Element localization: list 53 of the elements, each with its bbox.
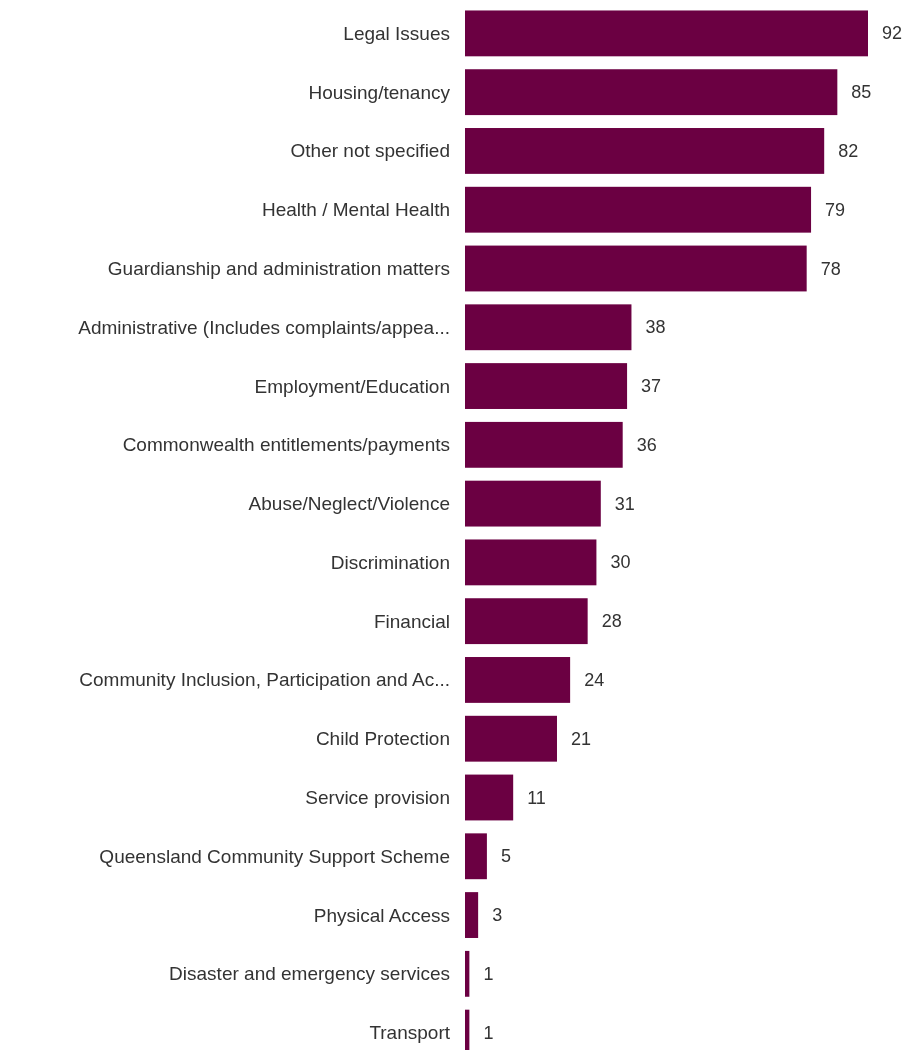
data-label: 21 bbox=[570, 728, 592, 749]
data-label: 92 bbox=[882, 23, 903, 44]
bar bbox=[465, 10, 868, 57]
bar bbox=[465, 657, 571, 703]
y-tick-label: Financial bbox=[373, 610, 450, 632]
bar bbox=[465, 950, 470, 997]
bar bbox=[465, 539, 597, 586]
data-label: 36 bbox=[636, 434, 657, 455]
bar bbox=[465, 833, 487, 880]
y-tick-label: Housing/tenancy bbox=[308, 81, 451, 103]
data-label: 5 bbox=[500, 846, 511, 867]
data-label: 30 bbox=[610, 552, 631, 573]
y-tick-label: Community Inclusion, Participation and Ac... bbox=[79, 669, 450, 691]
data-label: 1 bbox=[483, 963, 494, 984]
y-tick-label: Discrimination bbox=[330, 551, 450, 573]
y-tick-label: Transport bbox=[369, 1022, 451, 1044]
bar bbox=[465, 421, 623, 468]
y-tick-label: Guardianship and administration matters bbox=[107, 258, 450, 279]
y-tick-label: Administrative (Includes complaints/appea... bbox=[78, 316, 450, 338]
data-label: 85 bbox=[851, 82, 872, 103]
y-tick-label: Child Protection bbox=[315, 728, 450, 750]
y-tick-label: Legal Issues bbox=[343, 22, 450, 44]
bar bbox=[465, 128, 825, 174]
bar bbox=[465, 715, 557, 762]
y-tick-label: Commonwealth entitlements/payments bbox=[122, 434, 450, 456]
bar bbox=[465, 304, 632, 351]
data-label: 37 bbox=[641, 376, 662, 397]
data-label: 38 bbox=[645, 317, 666, 338]
data-label: 11 bbox=[527, 787, 546, 808]
y-tick-label: Health / Mental Health bbox=[262, 199, 450, 221]
y-tick-label: Disaster and emergency services bbox=[169, 963, 450, 985]
bar bbox=[465, 774, 514, 821]
bar bbox=[465, 363, 628, 409]
data-label: 3 bbox=[492, 905, 503, 926]
data-label: 78 bbox=[820, 258, 841, 279]
data-label: 24 bbox=[584, 669, 605, 690]
bar bbox=[465, 892, 479, 938]
y-tick-label: Physical Access bbox=[313, 904, 450, 926]
y-tick-label: Employment/Education bbox=[254, 375, 450, 397]
y-tick-label: Abuse/Neglect/Violence bbox=[248, 493, 450, 515]
y-tick-label: Queensland Community Support Scheme bbox=[99, 845, 450, 867]
bar bbox=[465, 186, 812, 233]
bar bbox=[465, 245, 807, 292]
data-label: 1 bbox=[483, 1022, 494, 1043]
bar bbox=[465, 480, 601, 527]
bar bbox=[465, 598, 588, 645]
bar bbox=[465, 69, 838, 116]
y-tick-label: Other not specified bbox=[290, 140, 450, 162]
data-label: 31 bbox=[614, 493, 635, 514]
y-tick-label: Service provision bbox=[305, 787, 450, 808]
data-label: 79 bbox=[825, 199, 846, 220]
data-label: 82 bbox=[838, 140, 859, 161]
data-label: 28 bbox=[601, 611, 622, 632]
